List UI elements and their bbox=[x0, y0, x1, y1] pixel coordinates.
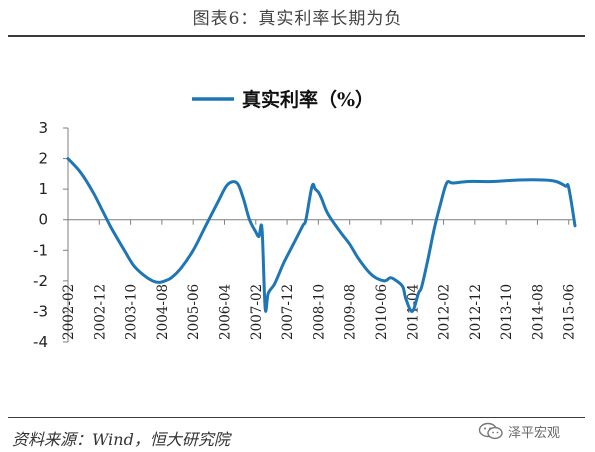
x-tick-label: 2002-12 bbox=[92, 284, 108, 340]
source-note: 资料来源：Wind，恒大研究院 bbox=[12, 430, 230, 449]
x-tick-label: 2008-10 bbox=[311, 284, 327, 340]
y-tick-label: -2 bbox=[33, 272, 48, 290]
y-tick-label: 3 bbox=[38, 119, 48, 137]
x-tick-label: 2005-06 bbox=[186, 284, 202, 340]
brand-label: 泽平宏观 bbox=[508, 425, 561, 441]
wechat-icon bbox=[478, 422, 503, 440]
x-tick-label: 2003-10 bbox=[124, 284, 140, 340]
x-tick-label: 2012-02 bbox=[437, 284, 453, 340]
x-tick-label: 2002-02 bbox=[61, 284, 77, 340]
x-tick-label: 2015-06 bbox=[562, 284, 578, 340]
y-tick-label: 1 bbox=[38, 180, 48, 198]
x-tick-label: 2012-12 bbox=[468, 284, 484, 340]
x-tick-label: 2004-08 bbox=[155, 284, 171, 340]
legend-label: 真实利率（%） bbox=[242, 88, 374, 111]
bottom-rule bbox=[8, 417, 585, 418]
top-rule bbox=[8, 35, 585, 37]
x-tick-label: 2010-06 bbox=[374, 284, 390, 340]
y-tick-label: -1 bbox=[33, 241, 48, 259]
chart-title: 图表6：真实利率长期为负 bbox=[192, 9, 403, 29]
y-tick-label: 0 bbox=[38, 211, 48, 229]
x-tick-label: 2007-12 bbox=[280, 284, 296, 340]
x-tick-label: 2009-08 bbox=[343, 284, 359, 340]
series-line-real-rate bbox=[66, 157, 577, 313]
x-tick-label: 2007-02 bbox=[249, 284, 265, 340]
y-tick-label: -3 bbox=[33, 302, 48, 320]
x-tick-label: 2013-10 bbox=[499, 284, 515, 340]
x-tick-label: 2006-04 bbox=[217, 284, 233, 340]
brand-watermark: 泽平宏观 bbox=[478, 420, 560, 442]
y-tick-label: 2 bbox=[38, 150, 48, 168]
x-tick-label: 2014-08 bbox=[530, 284, 546, 340]
y-tick-label: -4 bbox=[33, 333, 48, 351]
